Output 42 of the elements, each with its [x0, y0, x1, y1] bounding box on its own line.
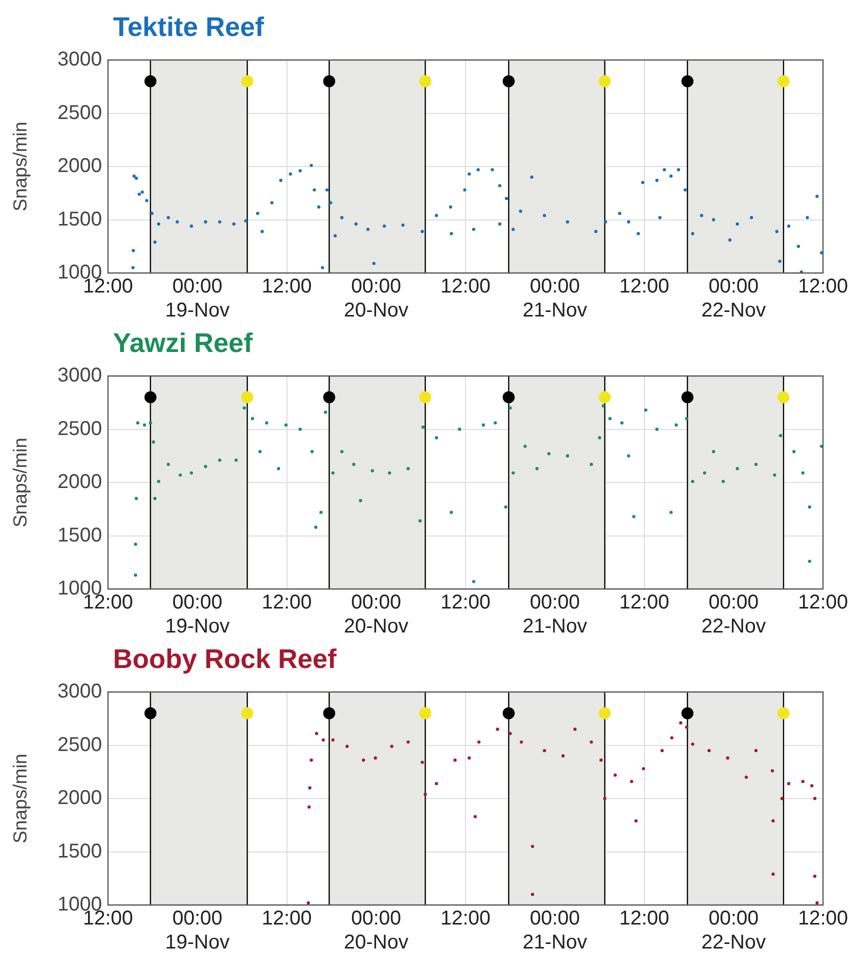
x-tick-label: 12:00: [262, 276, 312, 298]
x-tick-label: 00:00 22-Nov: [701, 276, 766, 322]
x-tick-label: 12:00: [262, 908, 312, 930]
x-tick-label: 12:00: [262, 592, 312, 614]
chart-title: Tektite Reef: [112, 12, 266, 42]
x-tick-label: 00:00 20-Nov: [344, 908, 408, 954]
x-tick-label: 12:00: [440, 276, 491, 298]
x-tick-label: 12:00: [440, 908, 491, 930]
y-tick-label: 2000: [58, 155, 102, 178]
y-tick-label: 1500: [58, 840, 102, 862]
x-tick-label: 12:00: [619, 908, 670, 930]
y-tick-label: 3000: [58, 364, 102, 387]
x-tick-label: 12:00: [798, 276, 848, 298]
x-tick-label: 00:00 19-Nov: [165, 908, 230, 954]
x-tick-label: 00:00 22-Nov: [701, 908, 766, 954]
y-tick-label: 1500: [58, 208, 102, 230]
y-tick-label: 2000: [58, 787, 102, 810]
x-tick-label: 00:00 21-Nov: [522, 908, 588, 954]
x-tick-label: 00:00 21-Nov: [522, 276, 588, 322]
x-tick-label: 00:00 19-Nov: [165, 276, 230, 322]
chart-title: Yawzi Reef: [112, 328, 254, 358]
x-tick-label: 00:00 21-Nov: [522, 592, 588, 638]
x-tick-label: 00:00 20-Nov: [344, 592, 408, 638]
x-tick-label: 00:00 19-Nov: [165, 592, 230, 638]
y-tick-label: 2000: [58, 471, 102, 494]
y-axis-title: Snaps/min: [10, 438, 32, 528]
x-tick-label: 12:00: [440, 592, 491, 614]
chart-title: Booby Rock Reef: [112, 644, 338, 674]
x-tick-label: 12:00: [619, 592, 670, 614]
x-tick-label: 00:00 20-Nov: [344, 276, 408, 322]
y-axis-title: Snaps/min: [10, 122, 32, 212]
y-tick-label: 3000: [58, 48, 102, 71]
y-tick-label: 2500: [58, 734, 102, 756]
y-tick-label: 2500: [58, 418, 102, 440]
x-tick-label: 12:00: [798, 592, 848, 614]
y-axis-title: Snaps/min: [10, 754, 32, 844]
x-tick-label: 00:00 22-Nov: [701, 592, 766, 638]
x-tick-label: 12:00: [619, 276, 670, 298]
y-tick-label: 1500: [58, 524, 102, 546]
y-tick-label: 3000: [58, 680, 102, 703]
x-tick-label: 12:00: [798, 908, 848, 930]
y-tick-label: 2500: [58, 102, 102, 124]
